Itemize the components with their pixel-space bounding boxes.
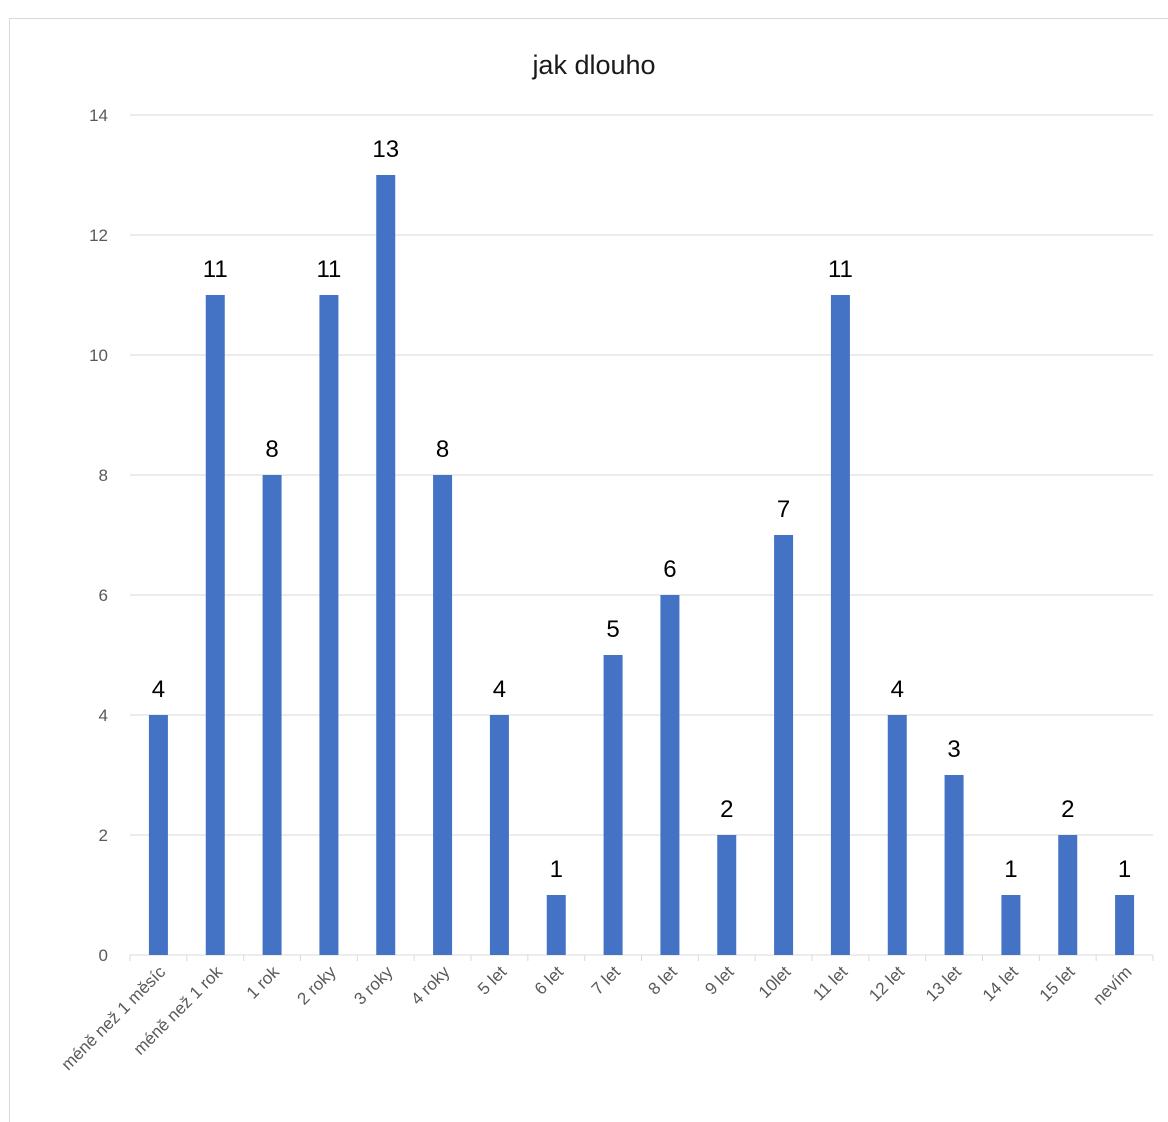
y-tick-label: 0 <box>99 946 108 965</box>
x-tick-label: 15 let <box>1036 962 1079 1005</box>
data-label: 5 <box>606 616 619 643</box>
x-tick-label: 9 let <box>701 962 737 998</box>
data-label: 2 <box>720 796 733 823</box>
y-axis-ticks: 0 2 4 6 8 10 12 14 <box>89 106 108 965</box>
chart-area <box>9 18 1168 1122</box>
x-tick-label: 6 let <box>531 962 567 998</box>
x-tick-label: 11 let <box>809 962 851 1004</box>
x-tick-label: 13 let <box>922 962 965 1005</box>
x-tick-label: 3 roky <box>350 962 397 1009</box>
x-tick-label: 5 let <box>474 962 510 998</box>
x-tick-label: méně než 1 měsíc <box>58 962 170 1074</box>
chart-title: jak dlouho <box>531 50 655 80</box>
x-tick-label: 8 let <box>645 962 681 998</box>
bar <box>433 475 453 955</box>
data-label: 1 <box>1004 856 1017 883</box>
bar <box>489 715 509 955</box>
bar <box>830 295 850 955</box>
x-tick-label: 1 rok <box>243 962 284 1003</box>
y-tick-label: 8 <box>99 466 108 485</box>
bar <box>887 715 907 955</box>
data-label: 2 <box>1061 796 1074 823</box>
data-label: 7 <box>777 496 790 523</box>
bar <box>148 715 168 955</box>
y-tick-label: 4 <box>99 706 108 725</box>
x-tick-label: 10let <box>755 962 795 1002</box>
x-tick-label: 4 roky <box>407 962 454 1009</box>
gridlines <box>129 114 1154 961</box>
bar <box>546 895 566 955</box>
data-label: 13 <box>372 136 399 163</box>
data-label: 6 <box>663 556 676 583</box>
bar <box>376 175 396 955</box>
data-label: 11 <box>828 256 853 283</box>
bar <box>603 655 623 955</box>
bar <box>717 835 737 955</box>
data-label: 8 <box>436 436 449 463</box>
y-tick-label: 10 <box>89 346 108 365</box>
bar <box>1001 895 1021 955</box>
data-label: 4 <box>493 676 506 703</box>
bar <box>660 595 680 955</box>
data-label: 11 <box>316 256 341 283</box>
bar <box>319 295 339 955</box>
bar <box>262 475 282 955</box>
y-tick-label: 2 <box>99 826 108 845</box>
bar <box>774 535 794 955</box>
x-tick-label: 14 let <box>979 962 1022 1005</box>
x-tick-label: 2 roky <box>294 962 341 1009</box>
bar <box>1058 835 1078 955</box>
x-tick-label: nevím <box>1089 962 1135 1008</box>
bar <box>1115 895 1135 955</box>
data-label: 11 <box>203 256 228 283</box>
y-tick-label: 6 <box>99 586 108 605</box>
data-label: 8 <box>265 436 278 463</box>
bar <box>205 295 225 955</box>
data-label: 4 <box>891 676 904 703</box>
bar <box>944 775 964 955</box>
data-label: 3 <box>947 736 960 763</box>
data-label: 4 <box>152 676 165 703</box>
y-tick-label: 12 <box>89 226 108 245</box>
x-tick-label: 12 let <box>865 962 908 1005</box>
y-tick-label: 14 <box>89 106 108 125</box>
data-labels: 4 11 8 11 13 8 4 1 5 6 2 7 11 4 3 1 2 1 <box>152 136 1132 883</box>
data-label: 1 <box>550 856 563 883</box>
bars <box>148 175 1135 955</box>
data-label: 1 <box>1118 856 1131 883</box>
x-tick-label: 7 let <box>588 962 624 998</box>
